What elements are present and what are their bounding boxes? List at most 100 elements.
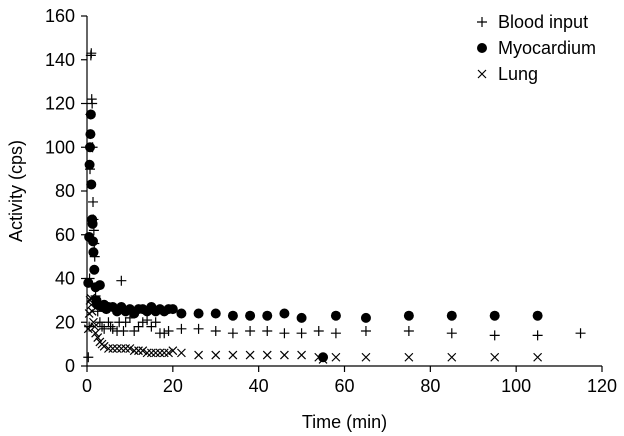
data-point-cross — [112, 344, 122, 353]
x-tick-label: 20 — [163, 376, 183, 396]
data-point-cross — [447, 352, 457, 362]
data-point-dot — [245, 310, 256, 321]
y-tick-label: 40 — [55, 269, 75, 289]
data-point-cross — [176, 348, 186, 358]
y-ticks: 0 20 40 60 80 100 120 140 160 — [45, 6, 87, 376]
data-point-cross — [533, 352, 543, 362]
data-point-cross — [108, 344, 118, 353]
data-point-plus — [193, 323, 204, 334]
data-point-dot — [446, 310, 457, 321]
data-point-dot — [86, 179, 97, 190]
data-point-plus — [103, 317, 114, 328]
data-point-plus — [446, 328, 457, 339]
y-tick-label: 140 — [45, 50, 75, 70]
data-point-cross — [490, 352, 500, 362]
data-point-cross — [331, 352, 341, 362]
data-point-cross — [116, 344, 126, 353]
data-point-dot — [330, 310, 341, 321]
data-point-cross — [404, 352, 414, 362]
data-point-plus — [107, 323, 118, 334]
data-point-plus — [105, 321, 116, 332]
legend-label: Myocardium — [498, 38, 596, 58]
y-tick-label: 80 — [55, 181, 75, 201]
data-point-plus — [137, 317, 148, 328]
data-point-plus — [279, 328, 290, 339]
data-point-cross — [155, 348, 165, 358]
data-point-plus — [94, 317, 105, 328]
data-point-cross — [164, 348, 173, 358]
data-point-dot — [227, 310, 238, 321]
data-point-cross — [151, 348, 161, 358]
data-point-plus — [262, 326, 273, 336]
legend-label: Lung — [498, 64, 538, 84]
lung-series — [83, 293, 543, 364]
legend-marker-dot — [477, 43, 487, 53]
y-tick-label: 60 — [55, 225, 75, 245]
data-point-cross — [211, 350, 221, 360]
data-point-plus — [403, 326, 414, 336]
data-point-cross — [318, 355, 328, 364]
x-ticks: 0 20 40 60 80 100 120 — [82, 366, 617, 396]
data-point-dot — [94, 280, 105, 291]
plot-points — [83, 48, 586, 364]
data-point-dot — [85, 129, 96, 140]
data-point-dot — [88, 247, 99, 258]
data-point-plus — [133, 321, 144, 332]
data-point-dot — [532, 310, 543, 321]
data-point-cross — [125, 344, 135, 353]
data-point-cross — [168, 346, 178, 356]
data-point-plus — [97, 321, 108, 332]
data-point-dot — [85, 109, 96, 120]
data-point-cross — [91, 328, 101, 338]
data-point-plus — [163, 326, 174, 336]
data-point-cross — [129, 346, 139, 356]
data-point-plus — [86, 48, 97, 59]
data-point-plus — [159, 328, 170, 339]
data-point-cross — [279, 350, 289, 360]
data-point-cross — [83, 324, 93, 334]
data-point-plus — [227, 328, 238, 339]
x-tick-label: 0 — [82, 376, 92, 396]
y-tick-label: 120 — [45, 94, 75, 114]
data-point-plus — [330, 328, 341, 339]
y-tick-label: 20 — [55, 312, 75, 332]
y-tick-label: 0 — [65, 356, 75, 376]
x-tick-label: 80 — [420, 376, 440, 396]
data-point-plus — [150, 317, 161, 328]
data-point-cross — [99, 341, 109, 351]
data-point-plus — [129, 326, 140, 336]
data-point-dot — [84, 159, 95, 170]
data-point-cross — [245, 350, 255, 360]
y-tick-label: 100 — [45, 137, 75, 157]
data-point-plus — [83, 352, 94, 363]
data-point-cross — [121, 344, 131, 353]
data-point-plus — [489, 330, 500, 341]
myocardium-series — [83, 109, 543, 363]
data-point-dot — [83, 277, 94, 288]
data-point-cross — [93, 333, 103, 342]
data-point-cross — [134, 346, 143, 356]
data-point-cross — [142, 348, 152, 358]
data-point-dot — [403, 310, 414, 321]
data-point-dot — [85, 142, 96, 153]
data-point-plus — [575, 328, 586, 339]
data-point-cross — [146, 348, 156, 358]
data-point-plus — [88, 196, 99, 207]
data-point-cross — [138, 346, 148, 356]
x-tick-label: 40 — [249, 376, 269, 396]
data-point-dot — [279, 308, 290, 319]
data-point-dot — [89, 264, 100, 275]
x-tick-label: 60 — [334, 376, 354, 396]
data-point-cross — [297, 350, 307, 360]
data-point-cross — [194, 350, 204, 360]
data-point-dot — [489, 310, 500, 321]
blood-input-series — [83, 48, 586, 363]
data-point-dot — [176, 308, 187, 319]
x-axis-title: Time (min) — [302, 412, 387, 432]
y-tick-label: 160 — [45, 6, 75, 26]
data-point-cross — [361, 352, 371, 362]
data-point-cross — [228, 350, 238, 360]
data-point-plus — [146, 321, 157, 332]
